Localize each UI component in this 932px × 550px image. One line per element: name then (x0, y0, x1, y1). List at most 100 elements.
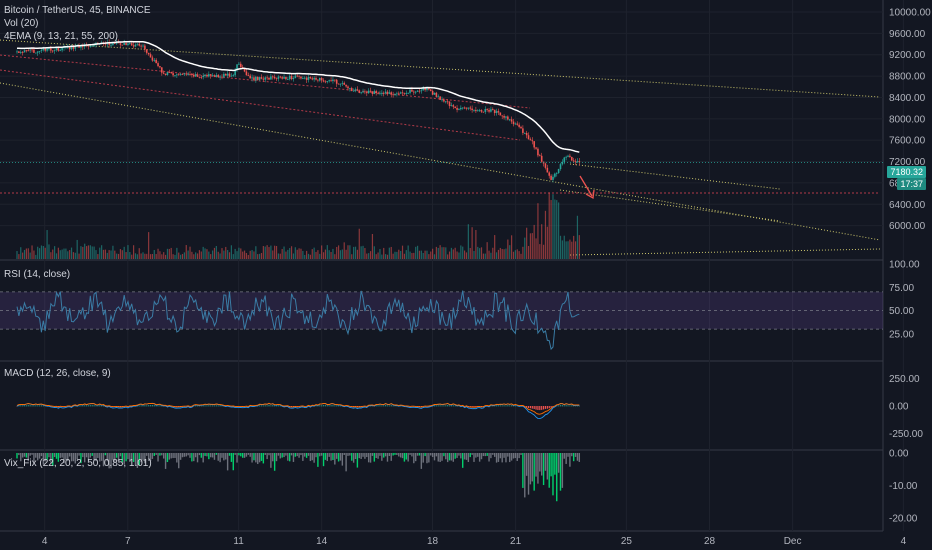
candle-body (258, 77, 261, 80)
volume-bar (443, 247, 445, 259)
vix-bar (204, 453, 206, 456)
volume-bar (193, 254, 195, 259)
volume-bar (369, 251, 372, 259)
volume-bar (345, 249, 347, 259)
candle-body (130, 43, 133, 46)
volume-bar (289, 248, 291, 259)
vix-bar (147, 453, 150, 461)
candle-body (194, 74, 197, 77)
candle-body (115, 42, 118, 44)
rsi-legend[interactable]: RSI (14, close) (4, 269, 71, 280)
macd-histogram-bar (439, 405, 441, 407)
candle-body (300, 76, 302, 79)
candle-body (349, 88, 351, 89)
price-axis-label: 10000.00 (889, 8, 931, 19)
volume-bar (544, 210, 547, 259)
candle-body (78, 45, 80, 48)
volume-bar (469, 247, 471, 259)
candle-body (390, 92, 393, 95)
candle-body (343, 82, 346, 85)
price-axis-label: 6000.00 (889, 221, 926, 232)
candle-body (151, 57, 154, 61)
vol-legend[interactable]: Vol (20) (4, 18, 39, 29)
candle-body (232, 75, 235, 77)
macd-histogram-bar (31, 405, 33, 407)
macd-histogram-bar (332, 405, 334, 407)
symbol-title[interactable]: Bitcoin / TetherUS, 45, BINANCE (4, 5, 151, 16)
macd-histogram-bar (275, 405, 278, 407)
macd-histogram-bar (20, 405, 22, 407)
volume-bar (576, 215, 579, 259)
rsi-axis-label: 100.00 (889, 260, 920, 271)
candle-body (341, 82, 344, 84)
volume-bar (494, 235, 496, 259)
vix-bar (497, 453, 500, 462)
volume-bar (44, 247, 46, 259)
candle-body (174, 75, 176, 77)
vix-bar (97, 453, 99, 458)
vix-legend[interactable]: Vix_Fix (22, 20, 2, 50, 0.85, 1.01) (4, 458, 152, 469)
vix-bar (78, 453, 80, 456)
candle-body (121, 44, 124, 46)
macd-histogram-bar (385, 405, 387, 407)
vix-bar (454, 453, 456, 459)
macd-histogram-bar (337, 405, 340, 407)
vix-bar (362, 453, 364, 457)
vix-bar (446, 453, 449, 463)
volume-bar (522, 246, 524, 259)
macd-histogram-bar (29, 405, 31, 407)
vix-bar (296, 453, 298, 457)
vix-bar (369, 453, 372, 463)
candle-body (439, 96, 441, 100)
candle-body (239, 63, 242, 68)
vix-bar (63, 453, 65, 464)
macd-histogram-bar (381, 405, 383, 407)
volume-bar (255, 246, 257, 259)
vix-bar (193, 453, 195, 462)
vix-bar (59, 453, 61, 458)
candle-body (287, 79, 289, 80)
macd-histogram-bar (279, 405, 281, 407)
volume-bar (108, 250, 110, 259)
vix-bar (53, 453, 56, 457)
time-axis-label: 4 (901, 536, 907, 547)
vix-bar (68, 453, 71, 457)
vix-bar (499, 453, 502, 459)
vix-bar (144, 453, 146, 464)
vix-bar (462, 453, 464, 468)
volume-bar (450, 247, 453, 259)
volume-bar (366, 253, 368, 259)
candle-body (234, 69, 236, 76)
volume-bar (144, 253, 146, 259)
volume-bar (488, 250, 490, 259)
volume-bar (198, 250, 201, 259)
candle-body (572, 160, 575, 162)
volume-bar (447, 254, 449, 259)
candle-body (420, 90, 423, 92)
volume-bar (326, 245, 328, 259)
macd-histogram-bar (539, 406, 541, 411)
candle-body (557, 169, 560, 173)
vix-bar (264, 453, 266, 455)
candle-body (362, 91, 364, 93)
macd-histogram-bar (27, 405, 29, 407)
vix-bar (322, 453, 325, 467)
macd-histogram-bar (102, 405, 105, 407)
candle-body (164, 73, 167, 75)
vix-bar (354, 453, 357, 459)
candle-body (480, 110, 483, 112)
vix-bar (189, 453, 191, 458)
vix-bar (557, 453, 560, 473)
candle-body (19, 52, 22, 54)
ema-legend[interactable]: 4EMA (9, 13, 21, 55, 200) (4, 31, 118, 42)
candle-body (399, 92, 402, 94)
candle-body (108, 42, 110, 45)
macd-histogram-bar (97, 405, 99, 407)
vix-bar (572, 453, 575, 462)
macd-histogram-bar (221, 405, 223, 407)
volume-bar (260, 253, 263, 259)
macd-legend[interactable]: MACD (12, 26, close, 9) (4, 368, 111, 379)
volume-bar (164, 254, 167, 259)
volume-bar (264, 246, 266, 259)
